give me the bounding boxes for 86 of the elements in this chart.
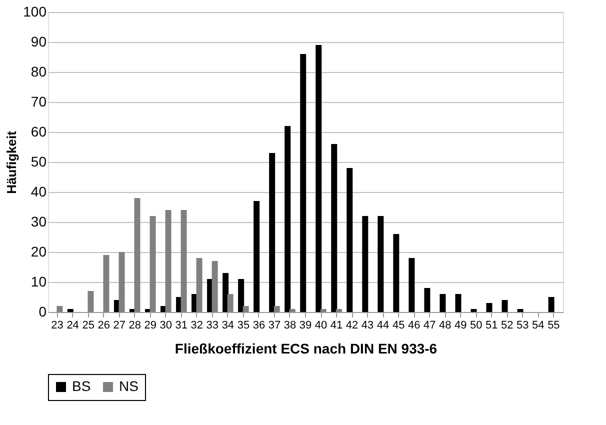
bar bbox=[336, 309, 342, 312]
bar bbox=[222, 273, 229, 312]
x-tick-label: 52 bbox=[501, 320, 514, 332]
x-tick-label: 50 bbox=[470, 320, 482, 332]
x-tick-label: 23 bbox=[51, 320, 64, 332]
bar bbox=[440, 294, 446, 312]
x-tick-label: 30 bbox=[160, 320, 172, 332]
bar bbox=[284, 126, 291, 312]
bar bbox=[548, 297, 554, 312]
bar bbox=[517, 309, 524, 312]
bar bbox=[316, 45, 322, 312]
bar bbox=[56, 306, 63, 312]
bar bbox=[150, 216, 156, 312]
x-tick-label: 28 bbox=[128, 320, 141, 332]
bar bbox=[118, 252, 125, 312]
bar bbox=[320, 309, 326, 312]
y-tick-label: 30 bbox=[30, 214, 47, 230]
bar bbox=[212, 261, 218, 312]
x-tick-label: 35 bbox=[237, 320, 250, 332]
bar bbox=[408, 258, 415, 312]
x-tick-label: 42 bbox=[346, 320, 358, 332]
x-tick-label: 51 bbox=[486, 320, 498, 332]
x-tick-label: 29 bbox=[144, 320, 157, 332]
bar bbox=[470, 309, 477, 312]
bar bbox=[165, 210, 172, 312]
x-tick-label: 26 bbox=[98, 320, 110, 332]
bar bbox=[242, 306, 249, 312]
x-tick-label: 54 bbox=[532, 320, 544, 332]
x-tick-label: 37 bbox=[268, 320, 281, 332]
x-axis-title: Fließkoeffizient ECS nach DIN EN 933-6 bbox=[174, 340, 438, 356]
bar bbox=[502, 300, 508, 312]
y-tick-label: 70 bbox=[30, 94, 47, 110]
x-tick-label: 34 bbox=[222, 320, 234, 332]
bar bbox=[289, 309, 296, 312]
y-tick-label: 0 bbox=[38, 304, 47, 320]
y-tick-label: 80 bbox=[30, 64, 47, 80]
x-tick-label: 41 bbox=[330, 320, 343, 332]
bar bbox=[300, 54, 306, 312]
x-tick-label: 38 bbox=[284, 320, 296, 332]
bar bbox=[67, 309, 74, 312]
bar bbox=[134, 198, 140, 312]
x-tick-label: 49 bbox=[454, 320, 467, 332]
x-tick-label: 46 bbox=[408, 320, 420, 332]
bar bbox=[196, 258, 202, 312]
x-tick-label: 53 bbox=[516, 320, 529, 332]
bar bbox=[378, 216, 384, 312]
x-tick-label: 32 bbox=[190, 320, 204, 332]
x-tick-label: 47 bbox=[423, 320, 436, 332]
x-tick-label: 33 bbox=[206, 320, 219, 332]
y-axis-title: Häufigkeit bbox=[4, 130, 20, 194]
x-tick-label: 43 bbox=[361, 320, 374, 332]
bar bbox=[362, 216, 368, 312]
x-tick-label: 31 bbox=[175, 320, 188, 332]
bar bbox=[88, 291, 94, 312]
bar bbox=[103, 255, 110, 312]
y-tick-label: 40 bbox=[30, 184, 47, 200]
y-tick-label: 60 bbox=[30, 124, 47, 140]
y-tick-label: 20 bbox=[30, 244, 47, 260]
bar bbox=[254, 201, 260, 312]
legend-label: NS bbox=[119, 378, 138, 394]
bar bbox=[393, 234, 400, 312]
x-tick-label: 24 bbox=[66, 320, 79, 332]
x-tick-label: 55 bbox=[548, 320, 560, 332]
bar bbox=[486, 303, 492, 312]
x-tick-label: 48 bbox=[438, 320, 452, 332]
bar bbox=[424, 288, 430, 312]
bar bbox=[274, 306, 280, 312]
legend-label: BS bbox=[72, 378, 91, 394]
bar bbox=[331, 144, 338, 312]
x-tick-label: 25 bbox=[82, 320, 94, 332]
y-tick-label: 10 bbox=[30, 274, 47, 290]
x-tick-label: 27 bbox=[113, 320, 126, 332]
bar bbox=[227, 294, 234, 312]
x-tick-label: 45 bbox=[392, 320, 405, 332]
y-tick-label: 100 bbox=[23, 4, 47, 20]
bar bbox=[238, 279, 244, 312]
x-tick-label: 39 bbox=[299, 320, 312, 332]
x-tick-label: 36 bbox=[252, 320, 266, 332]
bar bbox=[455, 294, 462, 312]
y-tick-label: 90 bbox=[30, 34, 47, 50]
bar bbox=[269, 153, 276, 312]
bar bbox=[346, 168, 353, 312]
bar bbox=[180, 210, 187, 312]
x-tick-label: 44 bbox=[376, 320, 390, 332]
y-tick-label: 50 bbox=[30, 154, 47, 170]
x-tick-label: 40 bbox=[314, 320, 328, 332]
